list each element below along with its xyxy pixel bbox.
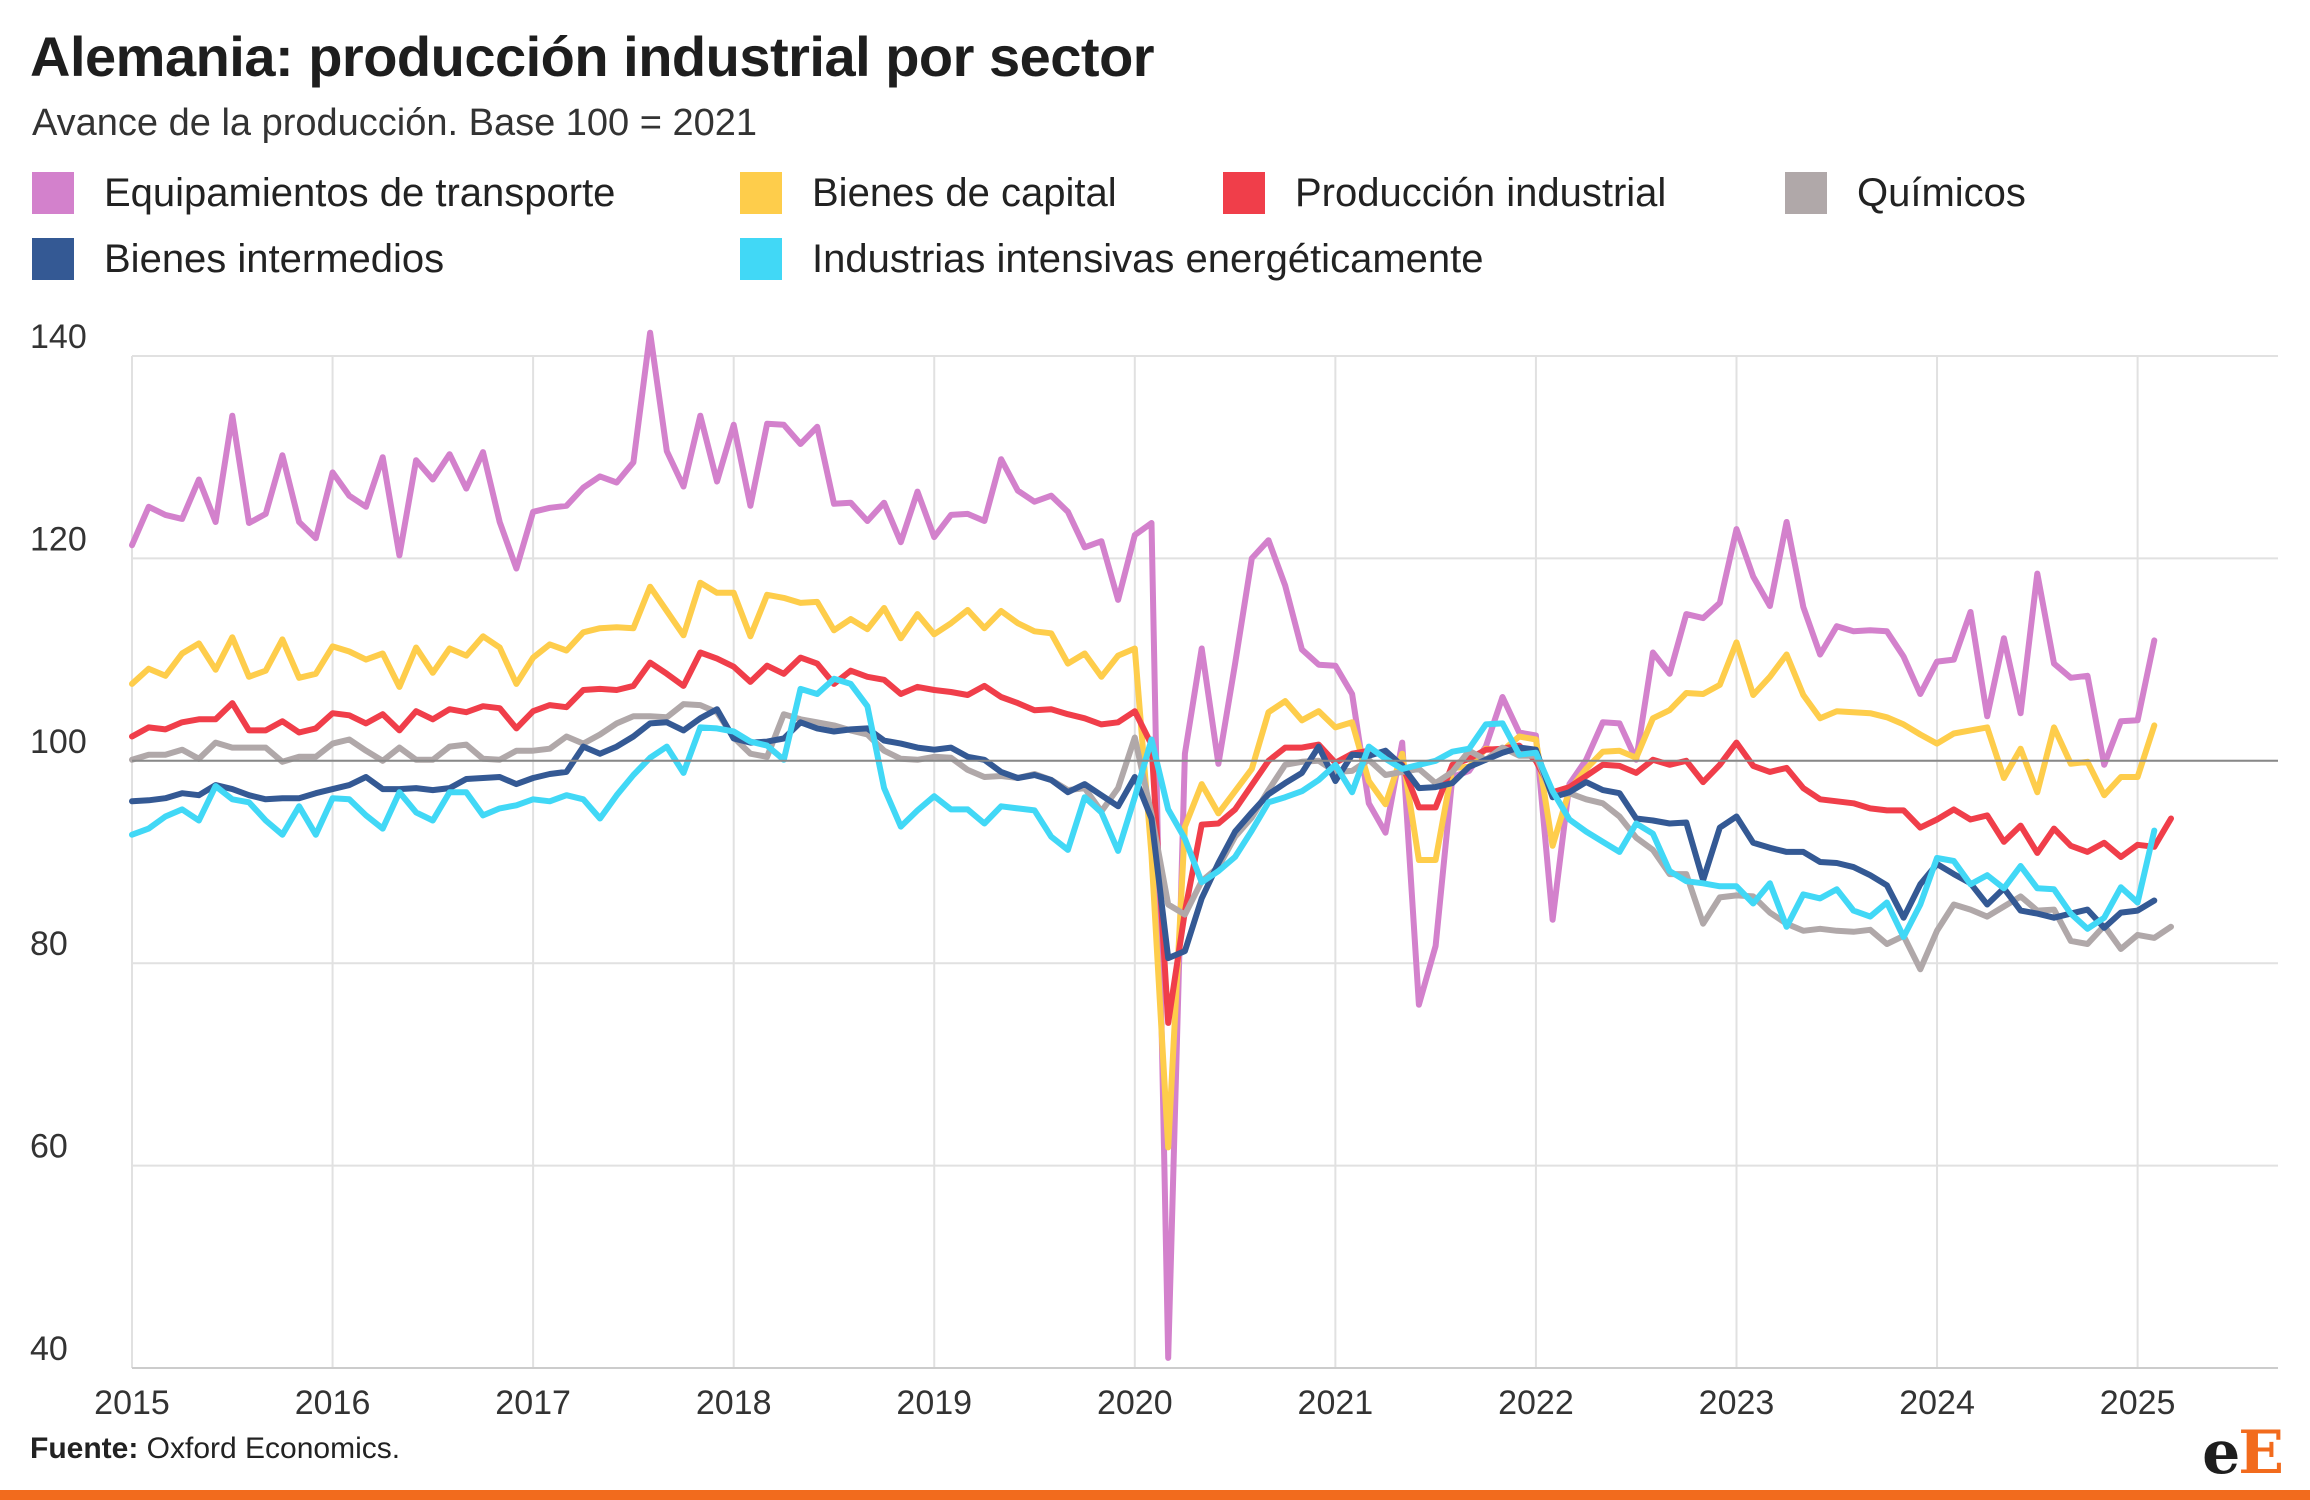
- legend-item-equipamientos: Equipamientos de transporte: [32, 168, 615, 218]
- legend-swatch: [1785, 172, 1827, 214]
- legend-item-bienes-intermedios: Bienes intermedios: [32, 234, 444, 284]
- x-tick-label: 2020: [1097, 1384, 1173, 1422]
- x-tick-label: 2022: [1498, 1384, 1574, 1422]
- y-tick-label: 120: [30, 520, 87, 558]
- brand-logo: eE: [2202, 1418, 2284, 1488]
- y-tick-label: 40: [30, 1330, 68, 1368]
- x-tick-label: 2015: [94, 1384, 170, 1422]
- series-line-1: [129, 329, 2158, 1361]
- legend-swatch: [32, 172, 74, 214]
- legend-swatch: [32, 238, 74, 280]
- chart-legend: Equipamientos de transporte Bienes de ca…: [32, 168, 2282, 298]
- source-note: Fuente: Oxford Economics.: [30, 1432, 400, 1466]
- legend-item-industrias-intensivas: Industrias intensivas energéticamente: [740, 234, 1483, 284]
- legend-label: Producción industrial: [1295, 170, 1667, 215]
- x-tick-label: 2019: [896, 1384, 972, 1422]
- y-tick-label: 100: [30, 723, 87, 761]
- source-text: Oxford Economics.: [146, 1432, 401, 1465]
- x-tick-label: 2021: [1298, 1384, 1374, 1422]
- x-tick-label: 2016: [295, 1384, 371, 1422]
- legend-label: Bienes intermedios: [104, 236, 445, 281]
- series-line-6: [129, 675, 2158, 940]
- legend-label: Equipamientos de transporte: [104, 170, 616, 215]
- chart-title: Alemania: producción industrial por sect…: [30, 25, 1155, 88]
- series-line-5: [129, 706, 2158, 962]
- y-tick-label: 80: [30, 925, 68, 963]
- source-label: Fuente:: [30, 1432, 139, 1465]
- x-tick-label: 2017: [495, 1384, 571, 1422]
- legend-swatch: [1223, 172, 1265, 214]
- legend-item-quimicos: Químicos: [1785, 168, 2026, 218]
- series-lines: [129, 329, 2278, 1361]
- legend-label: Químicos: [1857, 170, 2026, 215]
- y-tick-label: 60: [30, 1128, 68, 1166]
- chart-subtitle: Avance de la producción. Base 100 = 2021: [32, 102, 758, 144]
- legend-swatch: [740, 238, 782, 280]
- legend-item-produccion-industrial: Producción industrial: [1223, 168, 1666, 218]
- x-tick-label: 2018: [696, 1384, 772, 1422]
- axis-labels: 40 60 80 100 120 140 2015 2016 2017 2018 2019 2020 2…: [30, 318, 2175, 1422]
- series-line-2: [129, 579, 2158, 1151]
- x-tick-label: 2023: [1699, 1384, 1775, 1422]
- x-tick-label: 2025: [2100, 1384, 2176, 1422]
- y-tick-label: 140: [30, 318, 87, 356]
- x-tick-label: 2024: [1899, 1384, 1975, 1422]
- logo-letter-E: E: [2238, 1418, 2284, 1488]
- line-chart: 40 60 80 100 120 140 2015 2016 2017 2018 2019 2020 2…: [30, 318, 2278, 1422]
- legend-swatch: [740, 172, 782, 214]
- logo-letter-e: e: [2202, 1418, 2240, 1488]
- accent-bar: [0, 1490, 2310, 1500]
- legend-item-bienes-capital: Bienes de capital: [740, 168, 1117, 218]
- legend-label: Industrias intensivas energéticamente: [812, 236, 1484, 281]
- legend-label: Bienes de capital: [812, 170, 1117, 215]
